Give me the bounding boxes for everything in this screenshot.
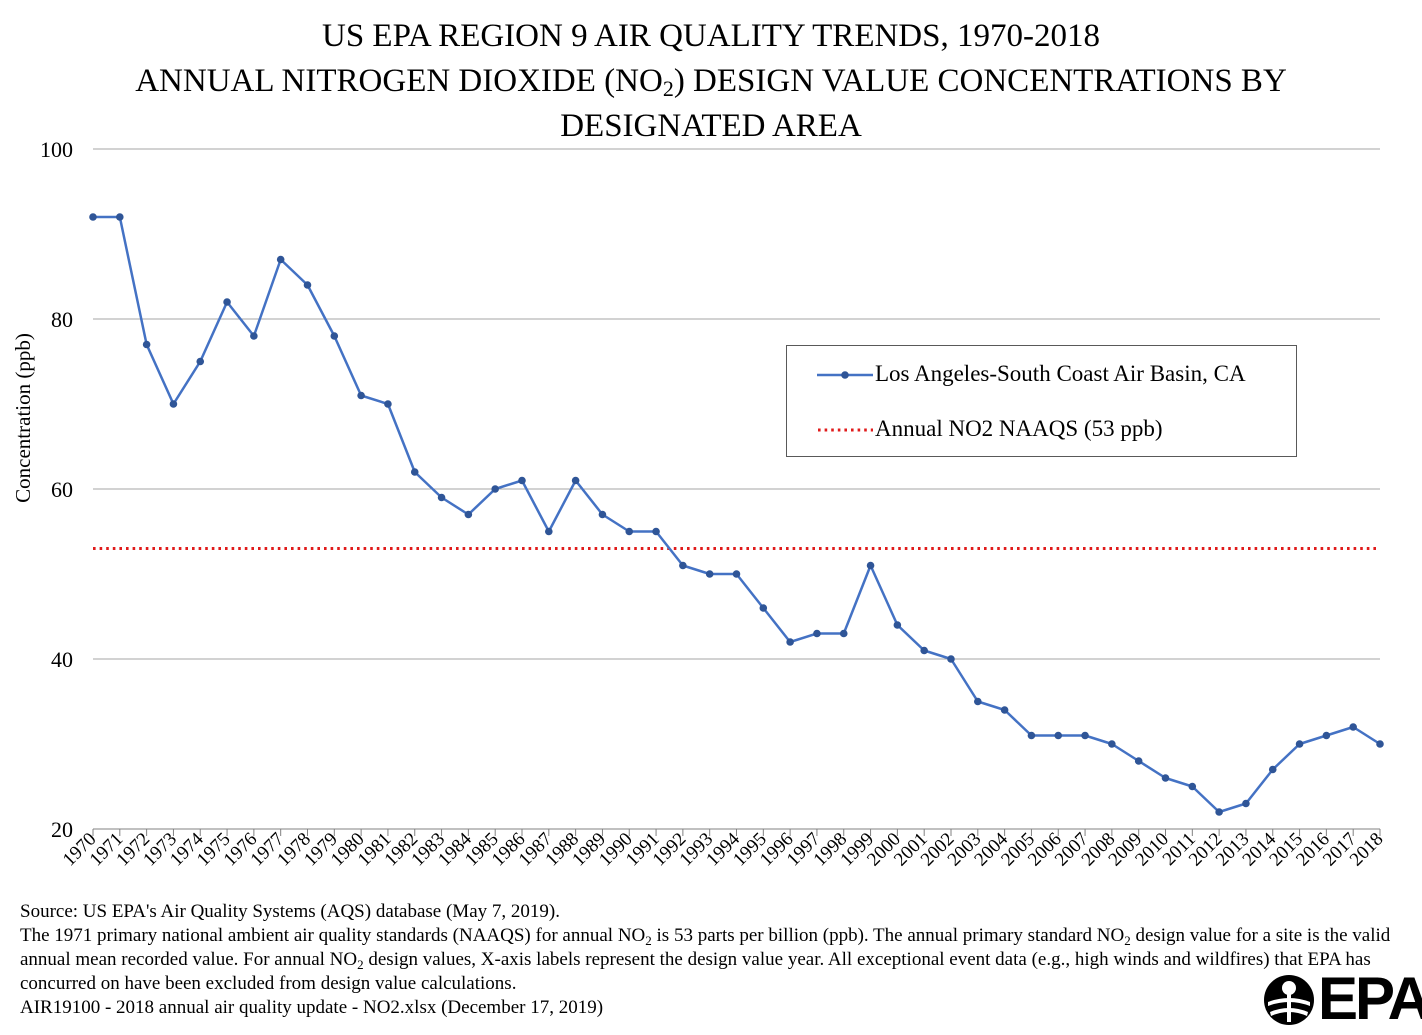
data-point-2012 — [1215, 808, 1223, 816]
data-point-2017 — [1349, 723, 1357, 731]
data-point-1988 — [571, 476, 580, 485]
data-point-1995 — [759, 604, 768, 612]
data-point-1974 — [196, 357, 205, 366]
y-tick-label-20: 20 — [51, 817, 73, 842]
legend-item-naaqs: Annual NO2 NAAQS (53 ppb) — [787, 415, 1296, 445]
x-axis-ticks: 1970197119721973197419751976197719781979… — [59, 828, 1388, 870]
data-point-2018 — [1376, 740, 1384, 748]
legend-line-swatch — [817, 371, 873, 379]
data-point-1997 — [813, 629, 821, 638]
data-point-2006 — [1054, 731, 1063, 740]
gridlines — [93, 148, 1380, 660]
data-point-2002 — [947, 655, 955, 663]
data-point-1987 — [545, 527, 553, 536]
chart-legend: Los Angeles-South Coast Air Basin, CA An… — [786, 345, 1297, 457]
data-point-2005 — [1027, 731, 1036, 740]
title-line-3: DESIGNATED AREA — [560, 108, 862, 144]
chart-notes: Source: US EPA's Air Quality Systems (AQ… — [20, 900, 1400, 1020]
data-point-1979 — [330, 332, 339, 340]
title-line-2: ANNUAL NITROGEN DIOXIDE (NO2) DESIGN VAL… — [135, 63, 1287, 101]
data-point-1985 — [491, 485, 499, 493]
y-axis-ticks: 20 40 60 80 100 — [40, 137, 73, 842]
line-chart: 20 40 60 80 100 1970197119721973197419751976… — [11, 137, 1388, 870]
legend-item-los-angeles: Los Angeles-South Coast Air Basin, CA — [787, 360, 1296, 390]
epa-flower-icon — [1264, 975, 1314, 1025]
data-point-1984 — [464, 510, 473, 519]
legend-label-naaqs: Annual NO2 NAAQS (53 ppb) — [875, 416, 1163, 441]
data-point-2004 — [1000, 706, 1009, 714]
epa-logo: EPA — [1262, 965, 1422, 1032]
data-point-2001 — [920, 646, 928, 655]
title-line-1: US EPA REGION 9 AIR QUALITY TRENDS, 1970… — [322, 18, 1100, 54]
data-point-1991 — [652, 527, 660, 536]
file-note: AIR19100 - 2018 annual air quality updat… — [20, 997, 604, 1018]
epa-logo-text: EPA — [1318, 965, 1422, 1032]
data-point-2011 — [1188, 782, 1197, 791]
y-axis-label: Concentration (ppb) — [11, 333, 35, 503]
y-tick-label-60: 60 — [51, 477, 73, 502]
naaqs-note: The 1971 primary national ambient air qu… — [20, 925, 1391, 994]
data-point-2010 — [1161, 774, 1170, 782]
data-point-1994 — [732, 570, 741, 578]
data-point-2003 — [974, 697, 982, 706]
legend-dotted-swatch — [818, 428, 873, 432]
data-point-2014 — [1268, 765, 1277, 774]
data-point-1998 — [839, 629, 848, 638]
data-point-2015 — [1295, 740, 1304, 748]
data-point-2013 — [1242, 799, 1250, 808]
data-point-1980 — [357, 391, 365, 400]
data-point-2016 — [1322, 731, 1331, 740]
series-line — [93, 215, 1381, 814]
y-tick-label-80: 80 — [51, 307, 73, 332]
data-point-1972 — [142, 340, 151, 349]
data-point-2008 — [1108, 740, 1116, 748]
data-point-1982 — [410, 468, 419, 476]
y-tick-label-100: 100 — [40, 137, 73, 162]
legend-label-los-angeles: Los Angeles-South Coast Air Basin, CA — [875, 361, 1246, 386]
data-point-2007 — [1081, 731, 1089, 740]
data-point-1990 — [625, 527, 634, 536]
series-los-angeles — [89, 213, 1384, 816]
data-point-1986 — [518, 476, 526, 485]
chart-title: US EPA REGION 9 AIR QUALITY TRENDS, 1970… — [0, 14, 1422, 149]
data-point-1983 — [437, 493, 446, 502]
data-point-1976 — [250, 332, 258, 340]
data-point-2009 — [1134, 757, 1143, 765]
data-point-1996 — [786, 638, 794, 646]
data-point-1978 — [303, 281, 312, 289]
y-tick-label-40: 40 — [51, 647, 73, 672]
data-point-1993 — [705, 570, 714, 578]
data-point-1971 — [116, 213, 124, 221]
data-point-1977 — [276, 255, 285, 264]
data-point-1975 — [223, 298, 231, 306]
data-point-1970 — [89, 213, 97, 221]
data-point-1973 — [169, 400, 178, 408]
data-point-2000 — [893, 621, 902, 629]
data-point-1992 — [679, 561, 687, 570]
data-point-1999 — [866, 561, 875, 570]
data-point-1989 — [598, 510, 607, 519]
source-note: Source: US EPA's Air Quality Systems (AQ… — [20, 901, 560, 922]
data-point-1981 — [384, 400, 392, 408]
